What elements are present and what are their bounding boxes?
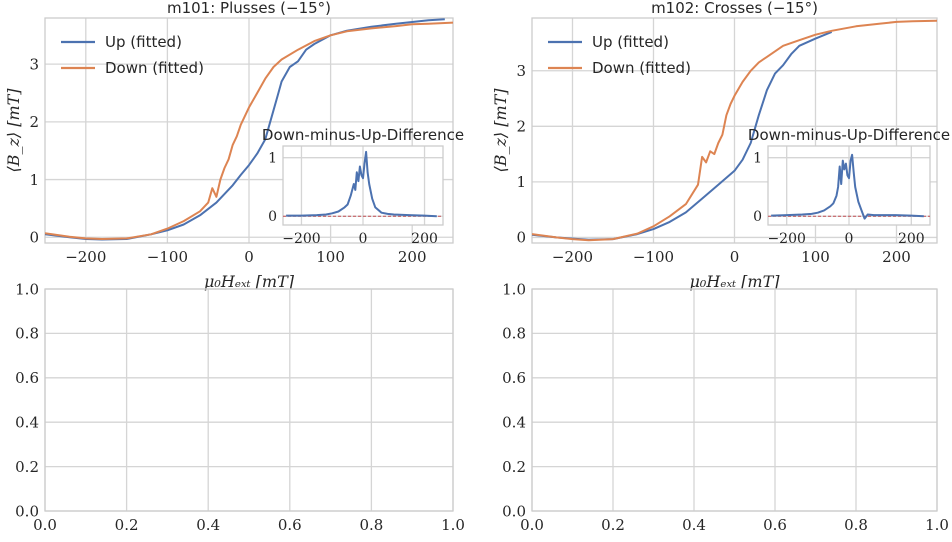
x-tick-label: 0.0: [520, 516, 544, 534]
x-tick-label: 0.6: [763, 516, 787, 534]
legend-label: Up (fitted): [592, 33, 669, 51]
y-tick-label: 1.0: [502, 280, 526, 298]
y-tick-label: 0.2: [15, 458, 39, 476]
x-tick-label: 0.8: [359, 516, 383, 534]
x-axis-label: μ₀Hₑₓₜ [mT]: [690, 272, 781, 291]
y-tick-label: 0: [29, 228, 39, 246]
inset-title: Down-minus-Up-Difference: [262, 126, 464, 144]
x-tick-label: 200: [411, 231, 438, 247]
panel-2: −200 0 200 0 1: [753, 145, 931, 247]
y-tick-label: 0.2: [502, 458, 526, 476]
y-tick-label: 0.8: [15, 325, 39, 343]
y-tick-label: 1.0: [15, 280, 39, 298]
legend-label: Down (fitted): [105, 59, 204, 77]
x-tick-label: 0.0: [33, 516, 57, 534]
inset-panel: −200 0 200 0 1 Down-minus-Up-Difference: [748, 126, 950, 247]
y-tick-label: 0.0: [502, 502, 526, 520]
y-tick-label: 0.4: [502, 413, 526, 431]
y-tick-label: 0.4: [15, 413, 39, 431]
series-line-down-fitted: [532, 19, 937, 242]
y-axis-label: ⟨B_z⟩ [mT]: [4, 88, 23, 173]
y-tick-label: 0: [516, 229, 526, 247]
series-line-down-fitted: [45, 21, 453, 240]
x-tick-label: −200: [282, 231, 320, 247]
legend-label: Down (fitted): [592, 59, 691, 77]
panel-4: 0.0 0.2 0.4 0.6 0.8 1.0 0.0 0.2 0.4 0.6 0.8 1.0: [502, 280, 949, 534]
y-tick-label: 1: [268, 151, 277, 167]
y-tick-label: 0.6: [15, 369, 39, 387]
y-tick-label: 2: [516, 118, 526, 136]
axes-frame: [767, 145, 931, 226]
x-tick-label: 200: [882, 248, 911, 266]
x-tick-label: 0.2: [601, 516, 625, 534]
x-tick-label: 0: [730, 248, 740, 266]
y-tick-label: 0: [268, 209, 277, 225]
x-tick-label: 0: [359, 231, 368, 247]
y-tick-label: 2: [29, 113, 39, 131]
y-tick-label: 1: [516, 173, 526, 191]
axes-frame: [282, 145, 444, 226]
axes-frame: [531, 288, 938, 512]
x-tick-label: 0.2: [115, 516, 139, 534]
y-tick-label: 0: [753, 209, 762, 225]
x-tick-label: 0.8: [844, 516, 868, 534]
axes-frame: [44, 288, 454, 512]
panel-3: 0.0 0.2 0.4 0.6 0.8 1.0 0.0 0.2 0.4 0.6 0.8 1.0: [15, 280, 465, 534]
y-tick-label: 0.6: [502, 369, 526, 387]
y-tick-label: 0.0: [15, 502, 39, 520]
x-tick-label: 0.4: [196, 516, 220, 534]
axes-frame: [44, 17, 454, 244]
x-tick-label: 200: [898, 231, 925, 247]
x-tick-label: 100: [801, 248, 830, 266]
x-tick-label: −200: [767, 231, 805, 247]
x-tick-label: 0.6: [278, 516, 302, 534]
x-tick-label: −100: [633, 248, 674, 266]
x-tick-label: −200: [65, 248, 106, 266]
inset-title: Down-minus-Up-Difference: [748, 126, 950, 144]
inset-panel: −200 0 200 0 1 Down-minus-Up-Difference: [262, 126, 464, 247]
x-tick-label: 1.0: [441, 516, 465, 534]
y-tick-label: 3: [516, 62, 526, 80]
x-tick-label: 100: [316, 248, 345, 266]
series-line-difference: [286, 150, 437, 218]
x-tick-label: 0.4: [682, 516, 706, 534]
y-tick-label: 0.8: [502, 325, 526, 343]
x-tick-label: −100: [147, 248, 188, 266]
axes-frame: [531, 17, 938, 244]
x-tick-label: 200: [398, 248, 427, 266]
x-axis-label: μ₀Hₑₓₜ [mT]: [204, 272, 295, 291]
y-tick-label: 1: [29, 171, 39, 189]
legend-label: Up (fitted): [105, 33, 182, 51]
x-tick-label: 1.0: [925, 516, 949, 534]
y-tick-label: 3: [29, 55, 39, 73]
x-tick-label: 0: [244, 248, 254, 266]
chart-title: m102: Crosses (−15°): [651, 0, 818, 17]
x-tick-label: 0: [845, 231, 854, 247]
y-axis-label: ⟨B_z⟩ [mT]: [491, 88, 510, 173]
series-line-difference: [771, 153, 924, 220]
x-tick-label: −200: [552, 248, 593, 266]
y-tick-label: 1: [753, 151, 762, 167]
chart-title: m101: Plusses (−15°): [167, 0, 331, 17]
